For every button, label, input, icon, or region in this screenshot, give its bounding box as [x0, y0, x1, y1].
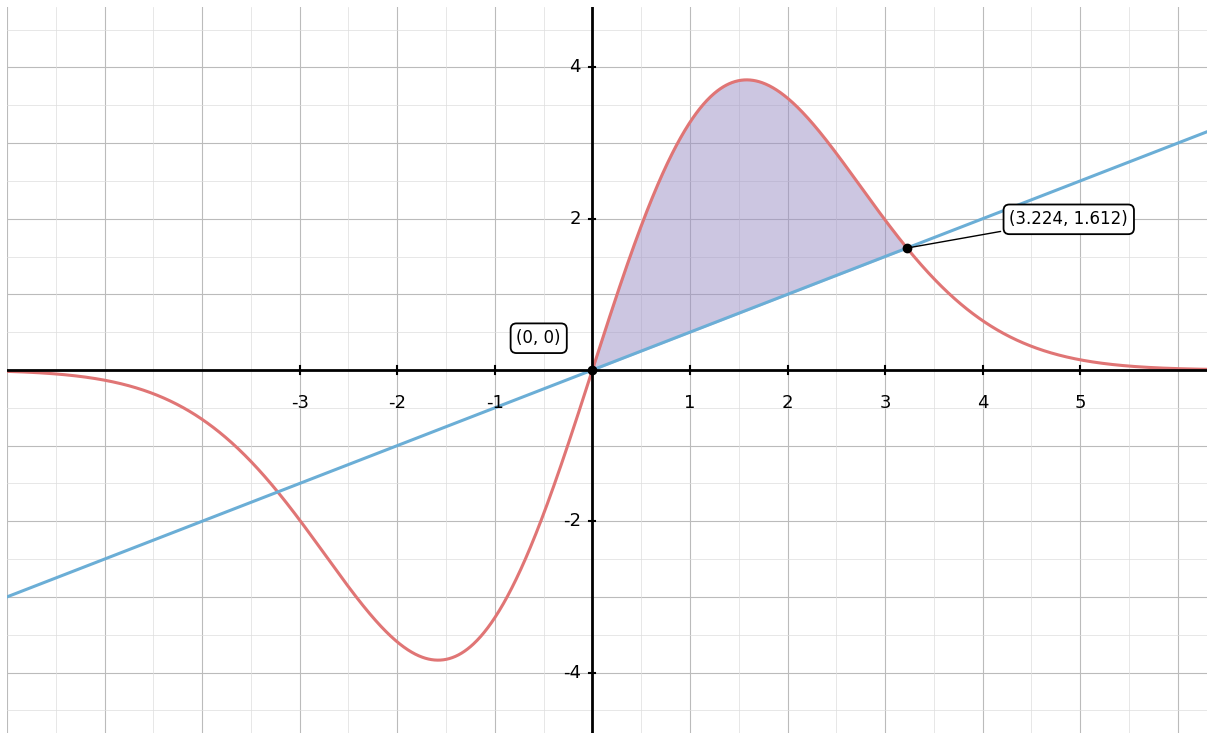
Text: (3.224, 1.612): (3.224, 1.612) [909, 210, 1128, 248]
Text: (0, 0): (0, 0) [516, 329, 561, 347]
Text: -3: -3 [290, 394, 308, 412]
Text: 2: 2 [782, 394, 793, 412]
Text: 5: 5 [1074, 394, 1087, 412]
Text: 2: 2 [569, 209, 580, 228]
Text: -1: -1 [486, 394, 504, 412]
Text: 1: 1 [685, 394, 696, 412]
Text: -2: -2 [562, 512, 580, 531]
Text: 4: 4 [569, 58, 580, 76]
Text: -2: -2 [388, 394, 407, 412]
Text: -4: -4 [562, 664, 580, 682]
Text: 3: 3 [879, 394, 891, 412]
Text: 4: 4 [977, 394, 988, 412]
